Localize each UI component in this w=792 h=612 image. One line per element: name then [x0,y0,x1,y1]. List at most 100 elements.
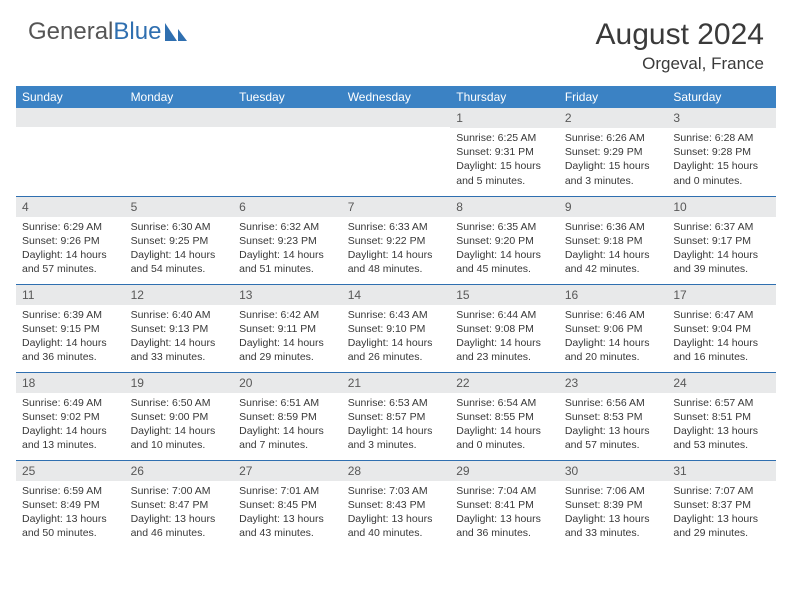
sunset-text: Sunset: 8:57 PM [348,410,445,424]
sunset-text: Sunset: 9:04 PM [673,322,770,336]
calendar-day-cell: 11Sunrise: 6:39 AMSunset: 9:15 PMDayligh… [16,284,125,372]
sunset-text: Sunset: 8:51 PM [673,410,770,424]
sunset-text: Sunset: 9:23 PM [239,234,336,248]
day-number: 28 [342,461,451,481]
day-number: 29 [450,461,559,481]
daylight-text: Daylight: 13 hours and 46 minutes. [131,512,228,540]
sunrise-text: Sunrise: 7:07 AM [673,484,770,498]
sunset-text: Sunset: 8:55 PM [456,410,553,424]
day-number: 22 [450,373,559,393]
sunrise-text: Sunrise: 6:46 AM [565,308,662,322]
day-number: 3 [667,108,776,128]
calendar-day-cell [125,108,234,196]
sunset-text: Sunset: 9:29 PM [565,145,662,159]
calendar-week-row: 25Sunrise: 6:59 AMSunset: 8:49 PMDayligh… [16,460,776,548]
calendar-day-cell: 22Sunrise: 6:54 AMSunset: 8:55 PMDayligh… [450,372,559,460]
day-number [16,108,125,127]
sunset-text: Sunset: 8:43 PM [348,498,445,512]
day-number: 9 [559,197,668,217]
day-details: Sunrise: 6:40 AMSunset: 9:13 PMDaylight:… [125,305,234,369]
sunset-text: Sunset: 8:49 PM [22,498,119,512]
day-details: Sunrise: 6:49 AMSunset: 9:02 PMDaylight:… [16,393,125,457]
daylight-text: Daylight: 14 hours and 13 minutes. [22,424,119,452]
day-number: 7 [342,197,451,217]
calendar-day-cell: 23Sunrise: 6:56 AMSunset: 8:53 PMDayligh… [559,372,668,460]
sunrise-text: Sunrise: 6:44 AM [456,308,553,322]
day-number: 21 [342,373,451,393]
weekday-header: Tuesday [233,86,342,108]
weekday-header: Thursday [450,86,559,108]
day-number: 11 [16,285,125,305]
day-details: Sunrise: 6:32 AMSunset: 9:23 PMDaylight:… [233,217,342,281]
calendar-day-cell: 24Sunrise: 6:57 AMSunset: 8:51 PMDayligh… [667,372,776,460]
day-number: 24 [667,373,776,393]
calendar-day-cell: 2Sunrise: 6:26 AMSunset: 9:29 PMDaylight… [559,108,668,196]
sunset-text: Sunset: 9:31 PM [456,145,553,159]
sunrise-text: Sunrise: 6:53 AM [348,396,445,410]
sunrise-text: Sunrise: 6:33 AM [348,220,445,234]
daylight-text: Daylight: 14 hours and 16 minutes. [673,336,770,364]
day-number: 23 [559,373,668,393]
sunrise-text: Sunrise: 6:26 AM [565,131,662,145]
sunset-text: Sunset: 9:20 PM [456,234,553,248]
day-number: 16 [559,285,668,305]
calendar-day-cell: 7Sunrise: 6:33 AMSunset: 9:22 PMDaylight… [342,196,451,284]
sunset-text: Sunset: 9:00 PM [131,410,228,424]
daylight-text: Daylight: 15 hours and 0 minutes. [673,159,770,187]
day-number: 1 [450,108,559,128]
daylight-text: Daylight: 13 hours and 57 minutes. [565,424,662,452]
daylight-text: Daylight: 15 hours and 5 minutes. [456,159,553,187]
day-number: 2 [559,108,668,128]
sunrise-text: Sunrise: 6:54 AM [456,396,553,410]
day-details: Sunrise: 7:06 AMSunset: 8:39 PMDaylight:… [559,481,668,545]
sunrise-text: Sunrise: 6:39 AM [22,308,119,322]
calendar-day-cell: 1Sunrise: 6:25 AMSunset: 9:31 PMDaylight… [450,108,559,196]
calendar-day-cell: 13Sunrise: 6:42 AMSunset: 9:11 PMDayligh… [233,284,342,372]
sunrise-text: Sunrise: 6:42 AM [239,308,336,322]
daylight-text: Daylight: 14 hours and 33 minutes. [131,336,228,364]
daylight-text: Daylight: 14 hours and 3 minutes. [348,424,445,452]
sunset-text: Sunset: 9:11 PM [239,322,336,336]
weekday-header-row: SundayMondayTuesdayWednesdayThursdayFrid… [16,86,776,108]
day-details: Sunrise: 6:39 AMSunset: 9:15 PMDaylight:… [16,305,125,369]
calendar-week-row: 18Sunrise: 6:49 AMSunset: 9:02 PMDayligh… [16,372,776,460]
brand-logo: GeneralBlue [28,18,189,46]
sunset-text: Sunset: 8:47 PM [131,498,228,512]
sunset-text: Sunset: 8:41 PM [456,498,553,512]
day-details: Sunrise: 7:03 AMSunset: 8:43 PMDaylight:… [342,481,451,545]
day-details: Sunrise: 6:47 AMSunset: 9:04 PMDaylight:… [667,305,776,369]
weekday-header: Wednesday [342,86,451,108]
daylight-text: Daylight: 14 hours and 7 minutes. [239,424,336,452]
location-title: Orgeval, France [596,54,764,74]
day-details: Sunrise: 6:56 AMSunset: 8:53 PMDaylight:… [559,393,668,457]
month-title: August 2024 [596,18,764,52]
day-number: 18 [16,373,125,393]
weekday-header: Sunday [16,86,125,108]
sunset-text: Sunset: 9:18 PM [565,234,662,248]
calendar-day-cell: 29Sunrise: 7:04 AMSunset: 8:41 PMDayligh… [450,460,559,548]
sunrise-text: Sunrise: 6:57 AM [673,396,770,410]
sunset-text: Sunset: 9:02 PM [22,410,119,424]
daylight-text: Daylight: 13 hours and 40 minutes. [348,512,445,540]
day-number: 15 [450,285,559,305]
day-details: Sunrise: 6:42 AMSunset: 9:11 PMDaylight:… [233,305,342,369]
sunrise-text: Sunrise: 7:04 AM [456,484,553,498]
daylight-text: Daylight: 14 hours and 20 minutes. [565,336,662,364]
calendar-day-cell: 6Sunrise: 6:32 AMSunset: 9:23 PMDaylight… [233,196,342,284]
sunrise-text: Sunrise: 6:56 AM [565,396,662,410]
calendar-day-cell: 18Sunrise: 6:49 AMSunset: 9:02 PMDayligh… [16,372,125,460]
calendar-day-cell: 3Sunrise: 6:28 AMSunset: 9:28 PMDaylight… [667,108,776,196]
day-details: Sunrise: 6:53 AMSunset: 8:57 PMDaylight:… [342,393,451,457]
calendar-day-cell [233,108,342,196]
title-block: August 2024 Orgeval, France [596,18,764,74]
day-details: Sunrise: 6:50 AMSunset: 9:00 PMDaylight:… [125,393,234,457]
sunrise-text: Sunrise: 6:35 AM [456,220,553,234]
daylight-text: Daylight: 14 hours and 29 minutes. [239,336,336,364]
brand-part2: Blue [113,18,161,46]
sunset-text: Sunset: 9:26 PM [22,234,119,248]
daylight-text: Daylight: 14 hours and 45 minutes. [456,248,553,276]
calendar-week-row: 11Sunrise: 6:39 AMSunset: 9:15 PMDayligh… [16,284,776,372]
brand-part1: General [28,18,113,46]
sunrise-text: Sunrise: 6:43 AM [348,308,445,322]
sunrise-text: Sunrise: 6:59 AM [22,484,119,498]
